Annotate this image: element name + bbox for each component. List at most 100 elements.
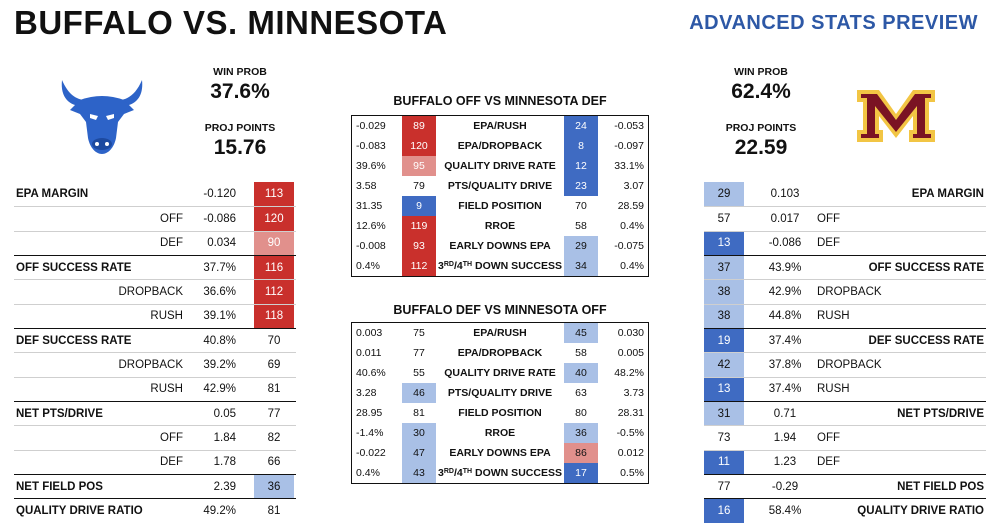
stat-label: DEF SUCCESS RATE: [868, 334, 984, 347]
stat-label: DEF: [817, 237, 840, 250]
bull-head-icon: [61, 80, 143, 154]
matchup-title-def: BUFFALO DEF VS MINNESOTA OFF: [393, 303, 607, 317]
defense-rank: 86: [564, 443, 598, 463]
stat-label: NET FIELD POS: [897, 480, 984, 493]
stat-label: OFF: [160, 431, 183, 444]
stat-row: 16 58.4% QUALITY DRIVE RATIO: [704, 498, 986, 523]
stat-rank: 77: [267, 407, 281, 420]
defense-value: 28.59: [617, 200, 644, 212]
stat-label: EPA MARGIN: [16, 188, 89, 201]
offense-value: 31.35: [356, 200, 383, 212]
stat-row: DEF SUCCESS RATE 40.8% 70: [14, 327, 296, 352]
offense-value: 3.28: [356, 387, 377, 399]
offense-rank: 120: [402, 136, 436, 156]
stat-rank: 118: [254, 304, 294, 328]
proj-points-label: PROJ POINTS: [204, 122, 276, 134]
stat-label: QUALITY DRIVE RATIO: [16, 504, 143, 517]
defense-value: 3.73: [623, 387, 644, 399]
stat-label: RUSH: [150, 310, 183, 323]
metric-label: QUALITY DRIVE RATE: [444, 367, 556, 379]
stat-row: DROPBACK 36.6% 112: [14, 279, 296, 304]
stat-row: QUALITY DRIVE RATIO 49.2% 81: [14, 498, 296, 522]
win-prob-value: 37.6%: [210, 80, 270, 103]
offense-rank: 30: [402, 423, 436, 443]
offense-value: 0.011: [356, 347, 382, 359]
defense-value: 0.4%: [620, 260, 644, 272]
matchup-title-off: BUFFALO OFF VS MINNESOTA DEF: [393, 94, 607, 108]
stat-rank: 69: [267, 358, 281, 371]
stat-rank: 36: [254, 474, 294, 499]
stat-label: OFF SUCCESS RATE: [16, 261, 132, 274]
offense-value: -0.008: [356, 240, 386, 252]
proj-points-value: 22.59: [734, 136, 788, 159]
defense-value: -0.075: [614, 240, 644, 252]
stat-row: DROPBACK 39.2% 69: [14, 352, 296, 376]
defense-rank: 29: [564, 236, 598, 256]
offense-rank: 119: [402, 216, 436, 236]
metric-label: QUALITY DRIVE RATE: [444, 160, 556, 172]
stat-value: -0.086: [203, 212, 236, 225]
stat-row: 73 1.94 OFF: [704, 425, 986, 449]
stat-rank: 66: [267, 456, 281, 469]
stat-row: 38 44.8% RUSH: [704, 303, 986, 328]
page-subtitle: ADVANCED STATS PREVIEW: [689, 12, 978, 34]
stat-rank: 11: [704, 450, 744, 474]
defense-rank: 24: [564, 116, 598, 136]
stat-value: 0.05: [213, 407, 236, 420]
defense-value: -0.5%: [616, 427, 644, 439]
stat-rank: 116: [254, 255, 294, 280]
offense-rank: 93: [402, 236, 436, 256]
stat-value: 0.103: [770, 188, 800, 201]
stat-rank: 37: [704, 255, 744, 280]
stat-rank: 113: [254, 182, 294, 207]
metric-label: PTS/QUALITY DRIVE: [447, 387, 553, 399]
stat-label: DEF SUCCESS RATE: [16, 334, 132, 347]
metric-label: PTS/QUALITY DRIVE: [447, 180, 553, 192]
defense-value: -0.097: [614, 140, 644, 152]
stat-label: DROPBACK: [817, 285, 882, 298]
metric-label: RROE: [484, 220, 516, 232]
offense-rank: 89: [402, 116, 436, 136]
minnesota-proj-points: PROJ POINTS 22.59: [706, 122, 816, 160]
defense-rank: 70: [575, 200, 587, 212]
stat-label: DROPBACK: [118, 358, 183, 371]
defense-rank: 80: [575, 407, 587, 419]
defense-rank: 17: [564, 463, 598, 483]
metric-label: EARLY DOWNS EPA: [449, 240, 551, 252]
offense-rank: 46: [402, 383, 436, 403]
defense-value: 0.030: [617, 327, 644, 339]
stat-row: 77 -0.29 NET FIELD POS: [704, 473, 986, 498]
metric-label: EPA/RUSH: [473, 327, 527, 339]
stat-row: EPA MARGIN -0.120 113: [14, 182, 296, 207]
metric-label: EPA/DROPBACK: [457, 347, 543, 359]
defense-value: 0.5%: [620, 467, 644, 479]
matchup-row: 0.4% 112 3RD/4TH DOWN SUCCESS 34 0.4%: [352, 256, 648, 276]
stat-row: RUSH 42.9% 81: [14, 376, 296, 401]
win-prob-label: WIN PROB: [734, 66, 788, 78]
offense-value: 0.4%: [356, 260, 380, 272]
stat-value: 37.4%: [768, 383, 802, 396]
stat-label: RUSH: [817, 383, 850, 396]
stat-row: 38 42.9% DROPBACK: [704, 279, 986, 304]
stat-row: 13 -0.086 DEF: [704, 230, 986, 255]
stat-value: 39.1%: [203, 310, 236, 323]
stat-label: OFF: [817, 212, 840, 225]
stat-rank: 73: [717, 431, 731, 444]
win-prob-value: 62.4%: [731, 80, 791, 103]
defense-value: 0.012: [617, 447, 644, 459]
offense-value: 28.95: [356, 407, 383, 419]
win-prob-label: WIN PROB: [213, 66, 267, 78]
stat-label: NET PTS/DRIVE: [16, 407, 103, 420]
matchup-row: 40.6% 55 QUALITY DRIVE RATE 40 48.2%: [352, 363, 648, 383]
stat-row: 11 1.23 DEF: [704, 449, 986, 474]
stat-rank: 112: [254, 280, 294, 304]
offense-value: -1.4%: [356, 427, 384, 439]
defense-rank: 8: [564, 136, 598, 156]
metric-label: FIELD POSITION: [458, 407, 542, 419]
matchup-row: -0.008 93 EARLY DOWNS EPA 29 -0.075: [352, 236, 648, 256]
buffalo-proj-points: PROJ POINTS 15.76: [185, 122, 295, 160]
stat-rank: 70: [267, 334, 281, 347]
page-title: BUFFALO VS. MINNESOTA: [14, 4, 448, 41]
stat-value: 1.23: [773, 456, 797, 469]
stat-label: RUSH: [150, 383, 183, 396]
